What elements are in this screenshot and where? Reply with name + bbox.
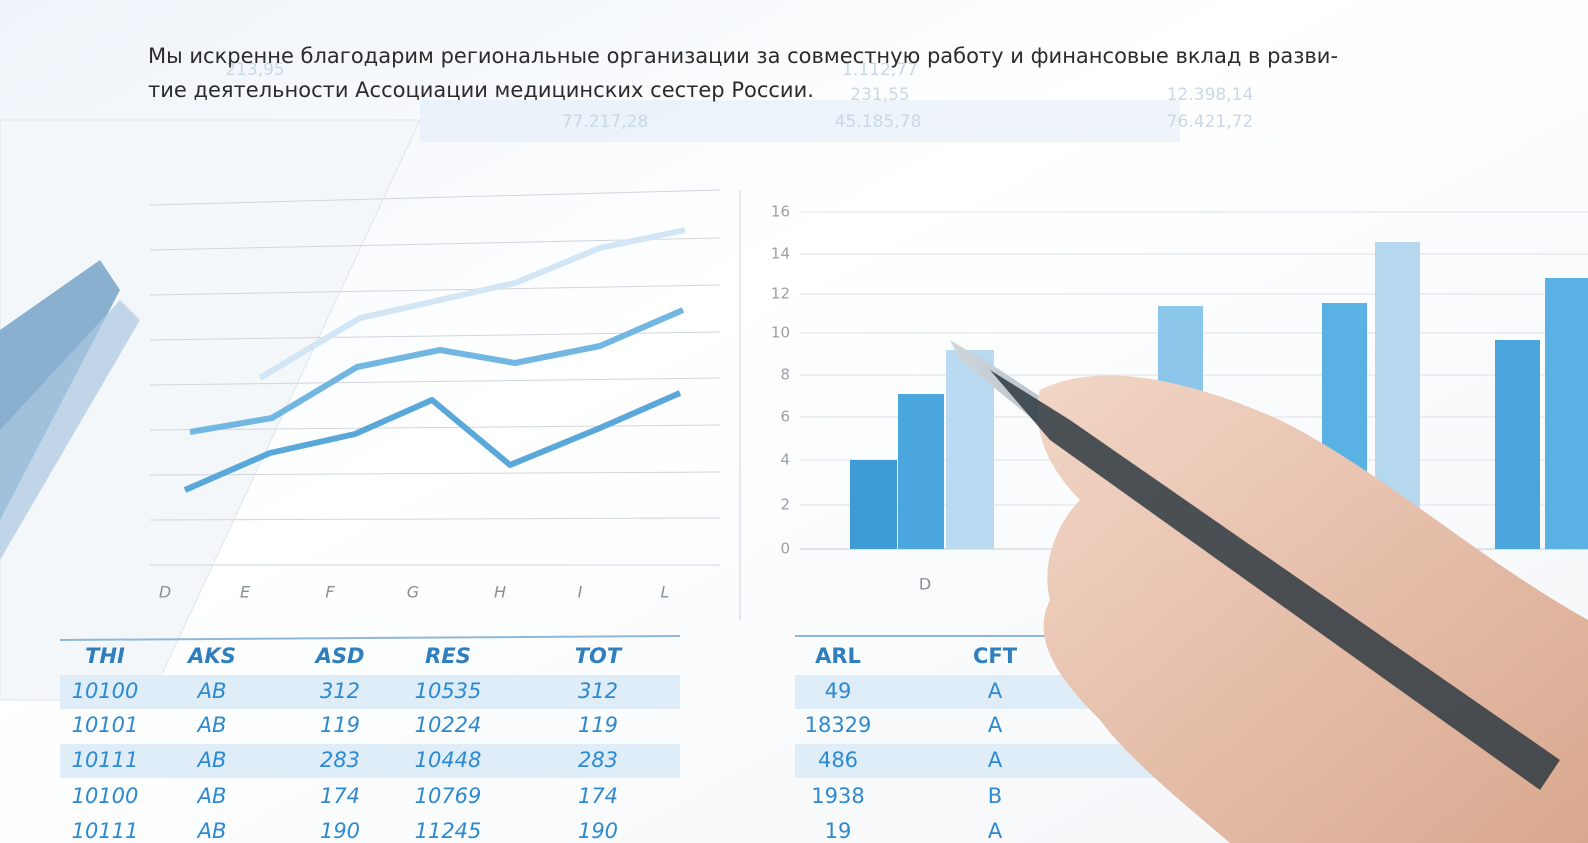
table-cell: 10769: [415, 784, 482, 808]
table-cell: 174: [320, 784, 360, 808]
faded-number: 77.217,28: [562, 112, 649, 132]
faded-number: 12.398,14: [1167, 85, 1254, 105]
table-cell: 49: [825, 679, 852, 703]
y-label: 4: [780, 451, 790, 469]
table-cell: 190: [578, 819, 618, 843]
background-photo: 213,951.112,77231,5512.398,1477.217,2845…: [0, 0, 1588, 843]
table-cell: B: [988, 784, 1002, 808]
table-cell: 10111: [72, 748, 139, 772]
table-cell: AB: [196, 748, 227, 772]
table-header: THI: [85, 644, 125, 668]
table-cell: 283: [320, 748, 360, 772]
y-label: 0: [780, 540, 790, 558]
x-label: D: [159, 583, 171, 602]
table-cell: 19: [825, 819, 852, 843]
table-cell: 283: [578, 748, 618, 772]
table-cell: 486: [818, 748, 858, 772]
x-label: G: [407, 583, 419, 602]
table-cell: 10111: [72, 819, 139, 843]
table-header: ARL: [815, 644, 861, 668]
table-cell: 119: [320, 713, 360, 737]
table-cell: 312: [578, 679, 618, 703]
table-cell: 11245: [415, 819, 482, 843]
faded-band: [420, 100, 1180, 142]
y-label: 14: [771, 245, 790, 263]
table-cell: 1938: [811, 784, 864, 808]
table-header: RES: [425, 644, 471, 668]
table-cell: 18329: [805, 713, 872, 737]
x-label: L: [661, 583, 670, 602]
table-cell: 10224: [415, 713, 482, 737]
faded-number: 45.185,78: [835, 112, 922, 132]
table-cell: 119: [578, 713, 618, 737]
table-cell: AB: [196, 819, 227, 843]
table-header: TOT: [575, 644, 623, 668]
paragraph-line: тие деятельности Ассоциации медицинских …: [148, 78, 814, 102]
x-label: I: [578, 583, 583, 602]
table-cell: 174: [578, 784, 618, 808]
table-cell: 312: [320, 679, 360, 703]
table-header: ASD: [314, 644, 365, 668]
table-cell: 10100: [72, 784, 139, 808]
table-cell: AB: [196, 713, 227, 737]
table-cell: 10448: [415, 748, 482, 772]
x-label: H: [494, 583, 506, 602]
table-cell: 10101: [72, 713, 139, 737]
table-cell: A: [988, 713, 1003, 737]
y-label: 16: [771, 203, 790, 221]
y-label: 10: [771, 324, 790, 342]
table-header: CFT: [973, 644, 1018, 668]
y-label: 2: [780, 496, 790, 514]
faded-number: 231,55: [850, 85, 909, 105]
table-cell: 190: [320, 819, 360, 843]
table-cell: AB: [196, 679, 227, 703]
x-label: E: [240, 583, 251, 602]
y-label: 12: [771, 285, 790, 303]
table-cell: A: [988, 679, 1003, 703]
table-cell: A: [988, 819, 1003, 843]
page: 213,951.112,77231,5512.398,1477.217,2845…: [0, 0, 1588, 843]
y-label: 8: [780, 366, 790, 384]
table-cell: 10535: [415, 679, 482, 703]
table-cell: A: [988, 748, 1003, 772]
faded-number: 76.421,72: [1167, 112, 1254, 132]
table-header: AKS: [186, 644, 236, 668]
y-label: 6: [780, 408, 790, 426]
table-cell: AB: [196, 784, 227, 808]
x-label: D: [919, 575, 931, 594]
paragraph-line: Мы искренне благодарим региональные орга…: [148, 44, 1338, 68]
table-cell: 10100: [72, 679, 139, 703]
x-label: F: [325, 583, 335, 602]
